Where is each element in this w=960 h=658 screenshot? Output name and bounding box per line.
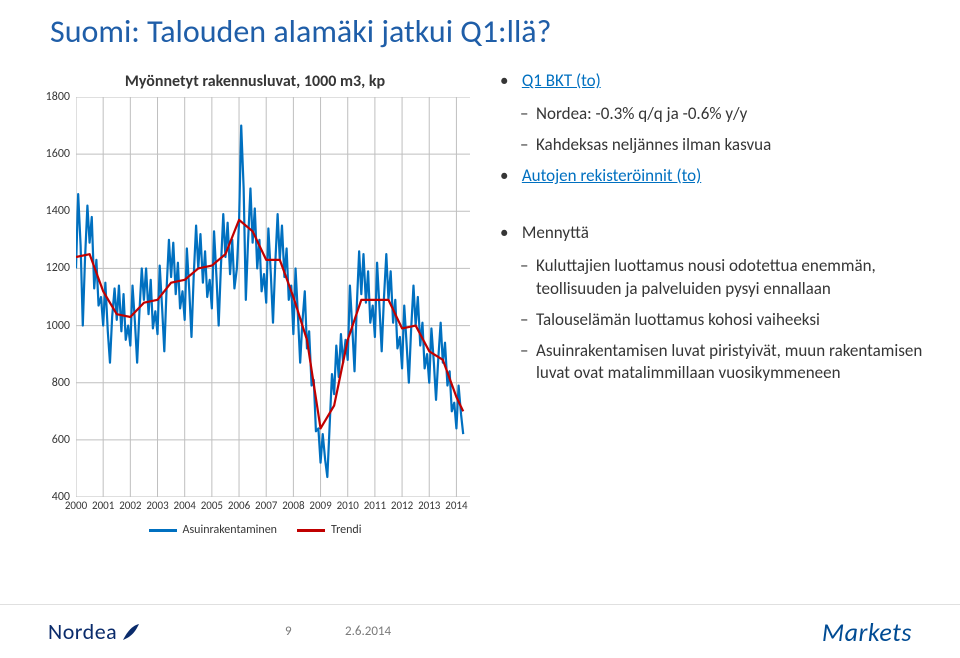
- plot: [76, 97, 470, 497]
- bullet-item: Talouselämän luottamus kohosi vaiheeksi: [500, 309, 930, 332]
- legend-label-1: Trendi: [331, 523, 361, 537]
- footer: Nordea 9 2.6.2014 Markets: [0, 604, 960, 658]
- chart: Myönnetyt rakennusluvat, 1000 m3, kp 400…: [40, 72, 470, 532]
- bullet-heading-1: Q1 BKT (to): [500, 70, 930, 93]
- chart-title: Myönnetyt rakennusluvat, 1000 m3, kp: [40, 72, 470, 91]
- bullet-heading-2: Mennyttä: [500, 222, 930, 245]
- legend: Asuinrakentaminen Trendi: [40, 523, 470, 537]
- page-title: Suomi: Talouden alamäki jatkui Q1:llä?: [50, 12, 551, 51]
- bullet-item: Nordea: -0.3% q/q ja -0.6% y/y: [500, 103, 930, 126]
- footer-date: 2.6.2014: [345, 624, 391, 639]
- bullet-item: Kahdeksas neljännes ilman kasvua: [500, 134, 930, 157]
- link-autot[interactable]: Autojen rekisteröinnit (to): [522, 165, 701, 186]
- bullet-item: Kuluttajien luottamus nousi odotettua en…: [500, 255, 930, 301]
- nordea-logo: Nordea: [48, 618, 141, 645]
- bullets: Q1 BKT (to) Nordea: -0.3% q/q ja -0.6% y…: [500, 70, 930, 393]
- markets-logo: Markets: [822, 616, 912, 648]
- legend-item-1: Trendi: [297, 523, 361, 537]
- slide: Suomi: Talouden alamäki jatkui Q1:llä? M…: [0, 0, 960, 658]
- plot-wrap: 40060080010001200140016001800 2000200120…: [40, 97, 470, 497]
- legend-label-0: Asuinrakentaminen: [183, 523, 277, 537]
- nordea-word: Nordea: [48, 618, 117, 645]
- chart-svg: [76, 97, 470, 497]
- y-axis-labels: 40060080010001200140016001800: [40, 97, 74, 497]
- legend-item-0: Asuinrakentaminen: [149, 523, 277, 537]
- page-number: 9: [285, 624, 292, 639]
- x-axis-labels: 2000200120022003200420052006200720082009…: [76, 499, 470, 515]
- sail-icon: [121, 622, 141, 642]
- legend-swatch-0: [149, 529, 177, 532]
- bullet-item: Asuinrakentamisen luvat piristyivät, muu…: [500, 340, 930, 386]
- link-bkt[interactable]: Q1 BKT (to): [522, 70, 601, 91]
- bullet-heading-1b: Autojen rekisteröinnit (to): [500, 165, 930, 188]
- legend-swatch-1: [297, 529, 325, 532]
